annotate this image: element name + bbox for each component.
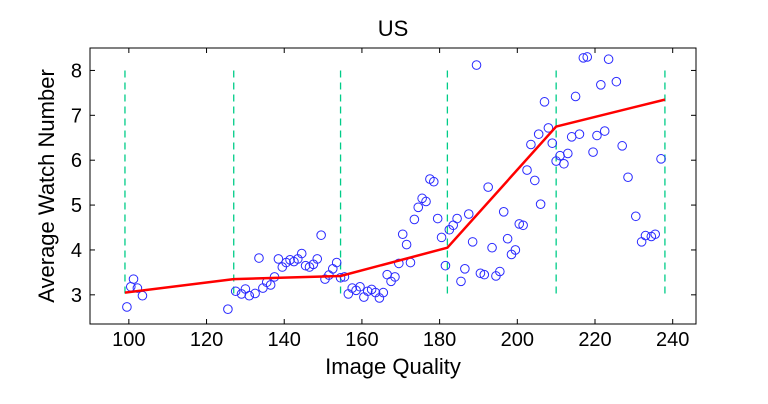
data-point [547, 138, 558, 148]
segment-breakpoints [124, 70, 666, 295]
data-point [421, 196, 431, 207]
data-point [296, 248, 307, 259]
fit-line [124, 98, 666, 294]
data-point [578, 53, 589, 63]
data-point [535, 199, 546, 209]
data-point [475, 268, 486, 279]
data-point [522, 165, 532, 175]
data-point [640, 230, 651, 241]
data-point [397, 229, 408, 240]
x-axis-ticks: 100 120 140 160 180 200 220 240 [112, 48, 689, 351]
y-axis-label: Average Watch Number [34, 69, 59, 303]
data-point [630, 211, 641, 222]
data-point [265, 280, 276, 290]
data-point [611, 76, 622, 87]
data-point [582, 52, 593, 62]
data-point [617, 141, 627, 151]
data-point [394, 258, 404, 269]
data-point [300, 260, 311, 271]
data-point [623, 172, 633, 183]
fit-line-series [124, 98, 666, 294]
y-tick-label: 4 [71, 240, 82, 262]
x-tick-label: 240 [656, 329, 689, 351]
data-point [570, 91, 581, 102]
data-point [539, 97, 550, 107]
data-point [432, 213, 443, 224]
y-tick-label: 5 [71, 195, 82, 217]
data-point [230, 286, 241, 297]
data-point [312, 254, 323, 264]
data-point [355, 281, 365, 292]
data-point [428, 176, 439, 187]
data-point [122, 302, 132, 312]
data-point [128, 274, 139, 284]
data-point [510, 245, 521, 255]
data-point [132, 283, 143, 293]
data-point [463, 209, 474, 219]
data-point [479, 269, 490, 280]
data-point [650, 229, 661, 240]
data-point [588, 147, 598, 157]
data-point [331, 257, 342, 268]
y-tick-label: 7 [71, 105, 82, 127]
data-point [390, 272, 400, 282]
data-point [502, 233, 513, 244]
data-point [656, 154, 666, 164]
data-point [543, 123, 554, 133]
data-point [335, 272, 346, 283]
x-tick-label: 180 [423, 329, 456, 351]
data-point [592, 130, 602, 141]
data-point [529, 175, 540, 186]
x-tick-label: 140 [268, 329, 301, 351]
data-point [603, 54, 614, 65]
data-point [526, 139, 536, 150]
data-point [574, 129, 585, 139]
data-point [440, 260, 451, 271]
data-point [401, 239, 412, 250]
data-point [471, 60, 482, 70]
data-point [436, 232, 447, 243]
data-point [456, 276, 466, 287]
x-tick-label: 120 [190, 329, 223, 351]
x-tick-label: 220 [578, 329, 611, 351]
data-point [533, 129, 544, 139]
data-point [244, 290, 255, 301]
data-point [467, 237, 478, 247]
data-point [487, 242, 497, 253]
y-tick-label: 6 [71, 150, 82, 172]
y-tick-label: 3 [71, 285, 82, 307]
data-point [452, 213, 462, 224]
data-point [483, 182, 493, 192]
x-tick-label: 200 [501, 329, 534, 351]
data-point [514, 219, 525, 229]
data-point [250, 288, 260, 299]
data-point [460, 264, 470, 274]
data-point [378, 287, 389, 298]
plot-area [89, 47, 697, 325]
x-tick-label: 160 [345, 329, 378, 351]
x-tick-label: 100 [112, 329, 145, 351]
y-tick-label: 8 [71, 60, 82, 82]
y-axis-ticks: 3 4 5 6 7 8 [71, 60, 696, 307]
data-point [495, 266, 505, 277]
data-point [254, 253, 264, 263]
data-point [498, 207, 509, 217]
data-point [316, 230, 326, 240]
data-point [563, 148, 573, 159]
data-point [599, 126, 610, 136]
data-point [409, 214, 420, 225]
data-point [273, 254, 284, 264]
data-point [413, 202, 424, 213]
x-axis-label: Image Quality [325, 354, 461, 379]
data-point [559, 158, 569, 169]
scatter-series [122, 52, 666, 314]
data-point [518, 220, 528, 231]
data-point [596, 80, 606, 90]
data-point [223, 304, 233, 314]
chart-title: US [378, 16, 409, 41]
